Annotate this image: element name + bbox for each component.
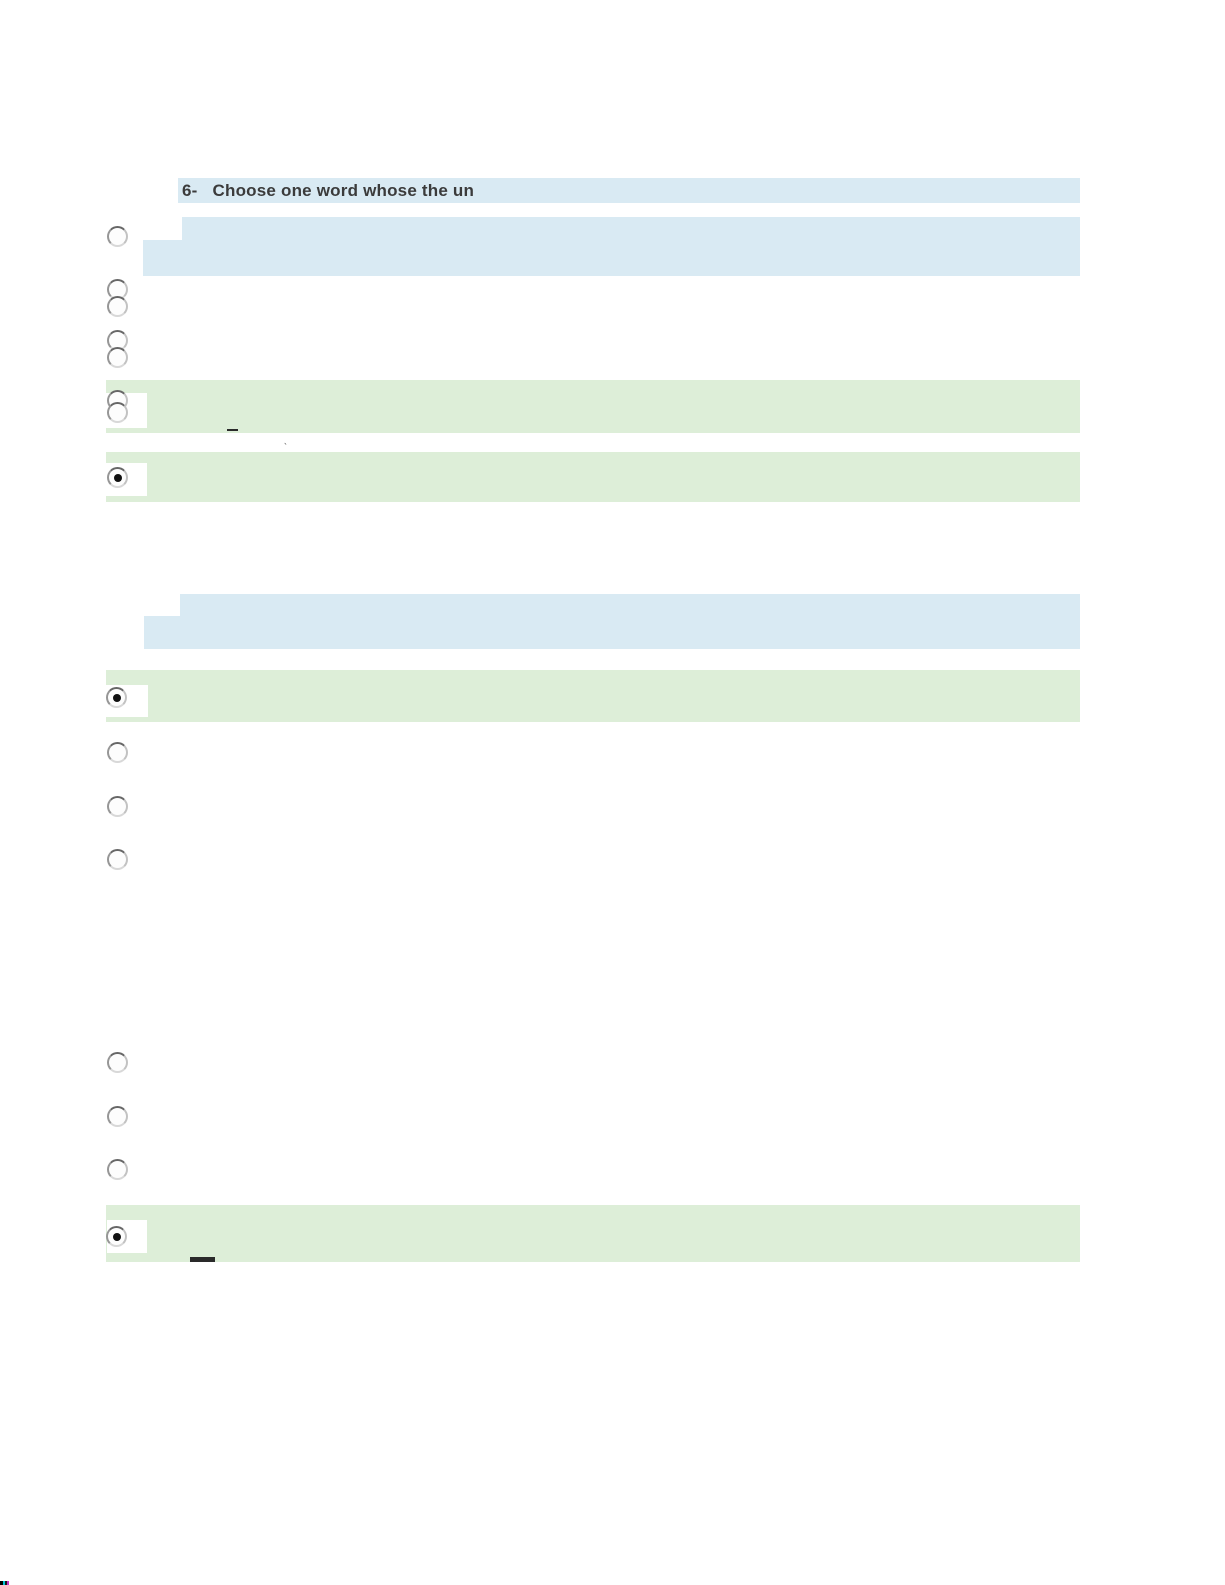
radio-option[interactable]: [107, 849, 128, 870]
answer-row-highlight: [106, 380, 1080, 433]
radio-option[interactable]: [107, 347, 128, 368]
radio-option-selected[interactable]: [106, 687, 127, 708]
question-title-text: Choose one word whose the un: [212, 180, 475, 200]
radio-option[interactable]: [107, 1106, 128, 1127]
answer-row-highlight: [106, 670, 1080, 722]
radio-dot: [112, 693, 121, 702]
artifact-cyan-segment: [3, 1581, 5, 1585]
radio-dot: [112, 1232, 121, 1241]
blank-underline-mark: [190, 1257, 215, 1262]
answer-row-highlight: [106, 1205, 1080, 1262]
question-number: 6-: [182, 180, 198, 200]
radio-option[interactable]: [107, 402, 128, 423]
question-body-highlight-top: [180, 594, 1080, 616]
radio-option-selected[interactable]: [106, 1226, 127, 1247]
radio-option[interactable]: [107, 1052, 128, 1073]
artifact-black-segment: [0, 1581, 3, 1585]
artifact-magenta-segment: [7, 1581, 9, 1585]
radio-option[interactable]: [107, 796, 128, 817]
answer-row-highlight: [106, 452, 1080, 502]
artifact-black-segment: [5, 1581, 7, 1585]
question-title-bar: 6- Choose one word whose the un: [178, 178, 1080, 203]
radio-dot: [113, 473, 122, 482]
question-body-highlight-main: [144, 616, 1080, 649]
question-body-highlight-main: [143, 240, 1080, 276]
blank-underline-mark: [227, 429, 238, 431]
scan-artifact: [0, 1581, 9, 1585]
radio-option[interactable]: [107, 742, 128, 763]
radio-option[interactable]: [107, 1159, 128, 1180]
radio-option-selected[interactable]: [107, 467, 128, 488]
radio-option[interactable]: [107, 226, 128, 247]
question-body-highlight-top: [182, 217, 1080, 240]
stray-tick-mark: `: [282, 441, 288, 455]
radio-option[interactable]: [107, 296, 128, 317]
